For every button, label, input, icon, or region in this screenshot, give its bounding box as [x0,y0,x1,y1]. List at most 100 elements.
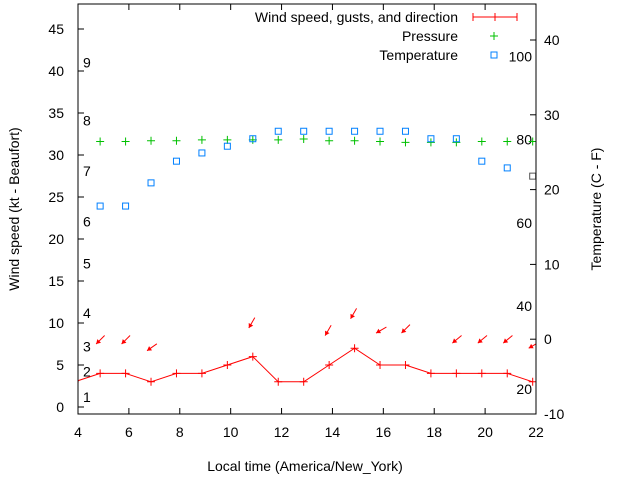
temperature-point [249,135,257,143]
gust-arrow-head [452,338,458,344]
pressure-point [147,136,156,145]
wind-speed-point [401,361,410,369]
gust-arrow-head [401,328,407,334]
x-tick-label: 20 [477,424,493,440]
beaufort-label: 7 [83,163,91,179]
y2-tick-label: 40 [544,32,560,48]
temperature-point [427,135,435,143]
wind-speed-point [78,381,79,383]
wind-speed-point [248,352,257,361]
pressure-point [274,135,283,144]
wind-speed-point [299,377,308,386]
x-tick-label: 22 [528,424,544,440]
pressure-point [477,137,486,146]
y-tick-label: 0 [56,399,64,415]
pressure-point [172,136,181,145]
x-tick-label: 8 [176,424,184,440]
y2-tick-label: 30 [544,107,560,123]
gust-arrow-head [477,338,483,344]
wind-speed-point [426,369,435,378]
pressure-point [350,136,359,145]
gust-arrow-head [147,346,153,351]
wind-speed-point [223,361,232,369]
gust-arrow-head [376,328,382,334]
fahrenheit-label: 20 [516,381,532,397]
pressure-point [121,137,130,146]
legend-wind-label: Wind speed, gusts, and direction [255,9,458,25]
y-tick-label: 20 [48,231,64,247]
y-tick-label: 15 [48,273,64,289]
beaufort-label: 9 [83,55,91,71]
y2-axis-label: Temperature (C - F) [588,148,604,271]
temperature-point [529,172,536,180]
plot-border [77,3,537,415]
y2-tick-label: 20 [544,182,560,198]
wind-speed-line [78,347,533,383]
temperature-point [325,127,333,135]
gust-arrow-head [248,323,254,329]
temperature-point [172,157,180,165]
x-tick-label: 14 [325,424,341,440]
gust-arrow-head [503,338,509,344]
x-tick-label: 4 [74,424,82,440]
beaufort-label: 5 [83,255,91,271]
wind-speed-point [325,361,334,369]
pressure-point [452,138,461,147]
x-tick-label: 6 [125,424,133,440]
temperature-point [503,164,511,172]
y-tick-label: 30 [48,147,64,163]
wind-speed-point [376,361,385,369]
pressure-point [325,136,334,145]
y-axis-label: Wind speed (kt - Beaufort) [6,127,22,290]
wind-speed-point [503,369,512,378]
wind-speed-point [96,369,105,378]
legend-temperature-marker [490,51,498,59]
wind-speed-point [197,369,206,378]
wind-speed-point [528,377,536,386]
legend-temperature-label: Temperature [379,47,458,63]
pressure-point [223,135,232,144]
y-tick-label: 5 [56,357,64,373]
temperature-point [223,142,231,150]
gust-arrow-head [121,339,127,344]
temperature-point [96,202,104,210]
temperature-point [401,127,409,135]
wind-speed-point [452,369,461,378]
fahrenheit-label: 40 [516,298,532,314]
wind-speed-point [477,369,486,378]
pressure-point [299,135,308,144]
beaufort-label: 8 [83,113,91,129]
gust-arrow-head [350,313,355,319]
beaufort-label: 6 [83,213,91,229]
legend-pressure-marker [490,32,498,40]
wind-speed-point [147,377,156,386]
pressure-point [528,137,536,146]
x-axis-label: Local time (America/New_York) [207,458,403,474]
wind-speed-point [172,369,181,378]
temperature-point [351,127,359,135]
wind-speed-point [350,344,359,353]
temperature-point [147,179,155,187]
x-tick-label: 12 [274,424,290,440]
gust-arrow-head [325,330,330,336]
beaufort-label: 1 [83,389,91,405]
gust-arrow-head [96,339,101,344]
y2-tick-label: 10 [544,256,560,272]
pressure-point [426,138,435,147]
beaufort-label: 3 [83,339,91,355]
temperature-point [478,157,486,165]
temperature-point [300,127,308,135]
temperature-point [198,149,206,157]
pressure-point [376,137,385,146]
temperature-point [376,127,384,135]
beaufort-label: 4 [83,305,91,321]
temperature-point [274,127,282,135]
y-tick-label: 25 [48,189,64,205]
y-tick-label: 35 [48,105,64,121]
fahrenheit-label: 100 [509,49,533,65]
x-tick-label: 10 [223,424,239,440]
pressure-point [96,137,105,146]
y-tick-label: 45 [48,21,64,37]
wind-speed-point [274,377,283,386]
